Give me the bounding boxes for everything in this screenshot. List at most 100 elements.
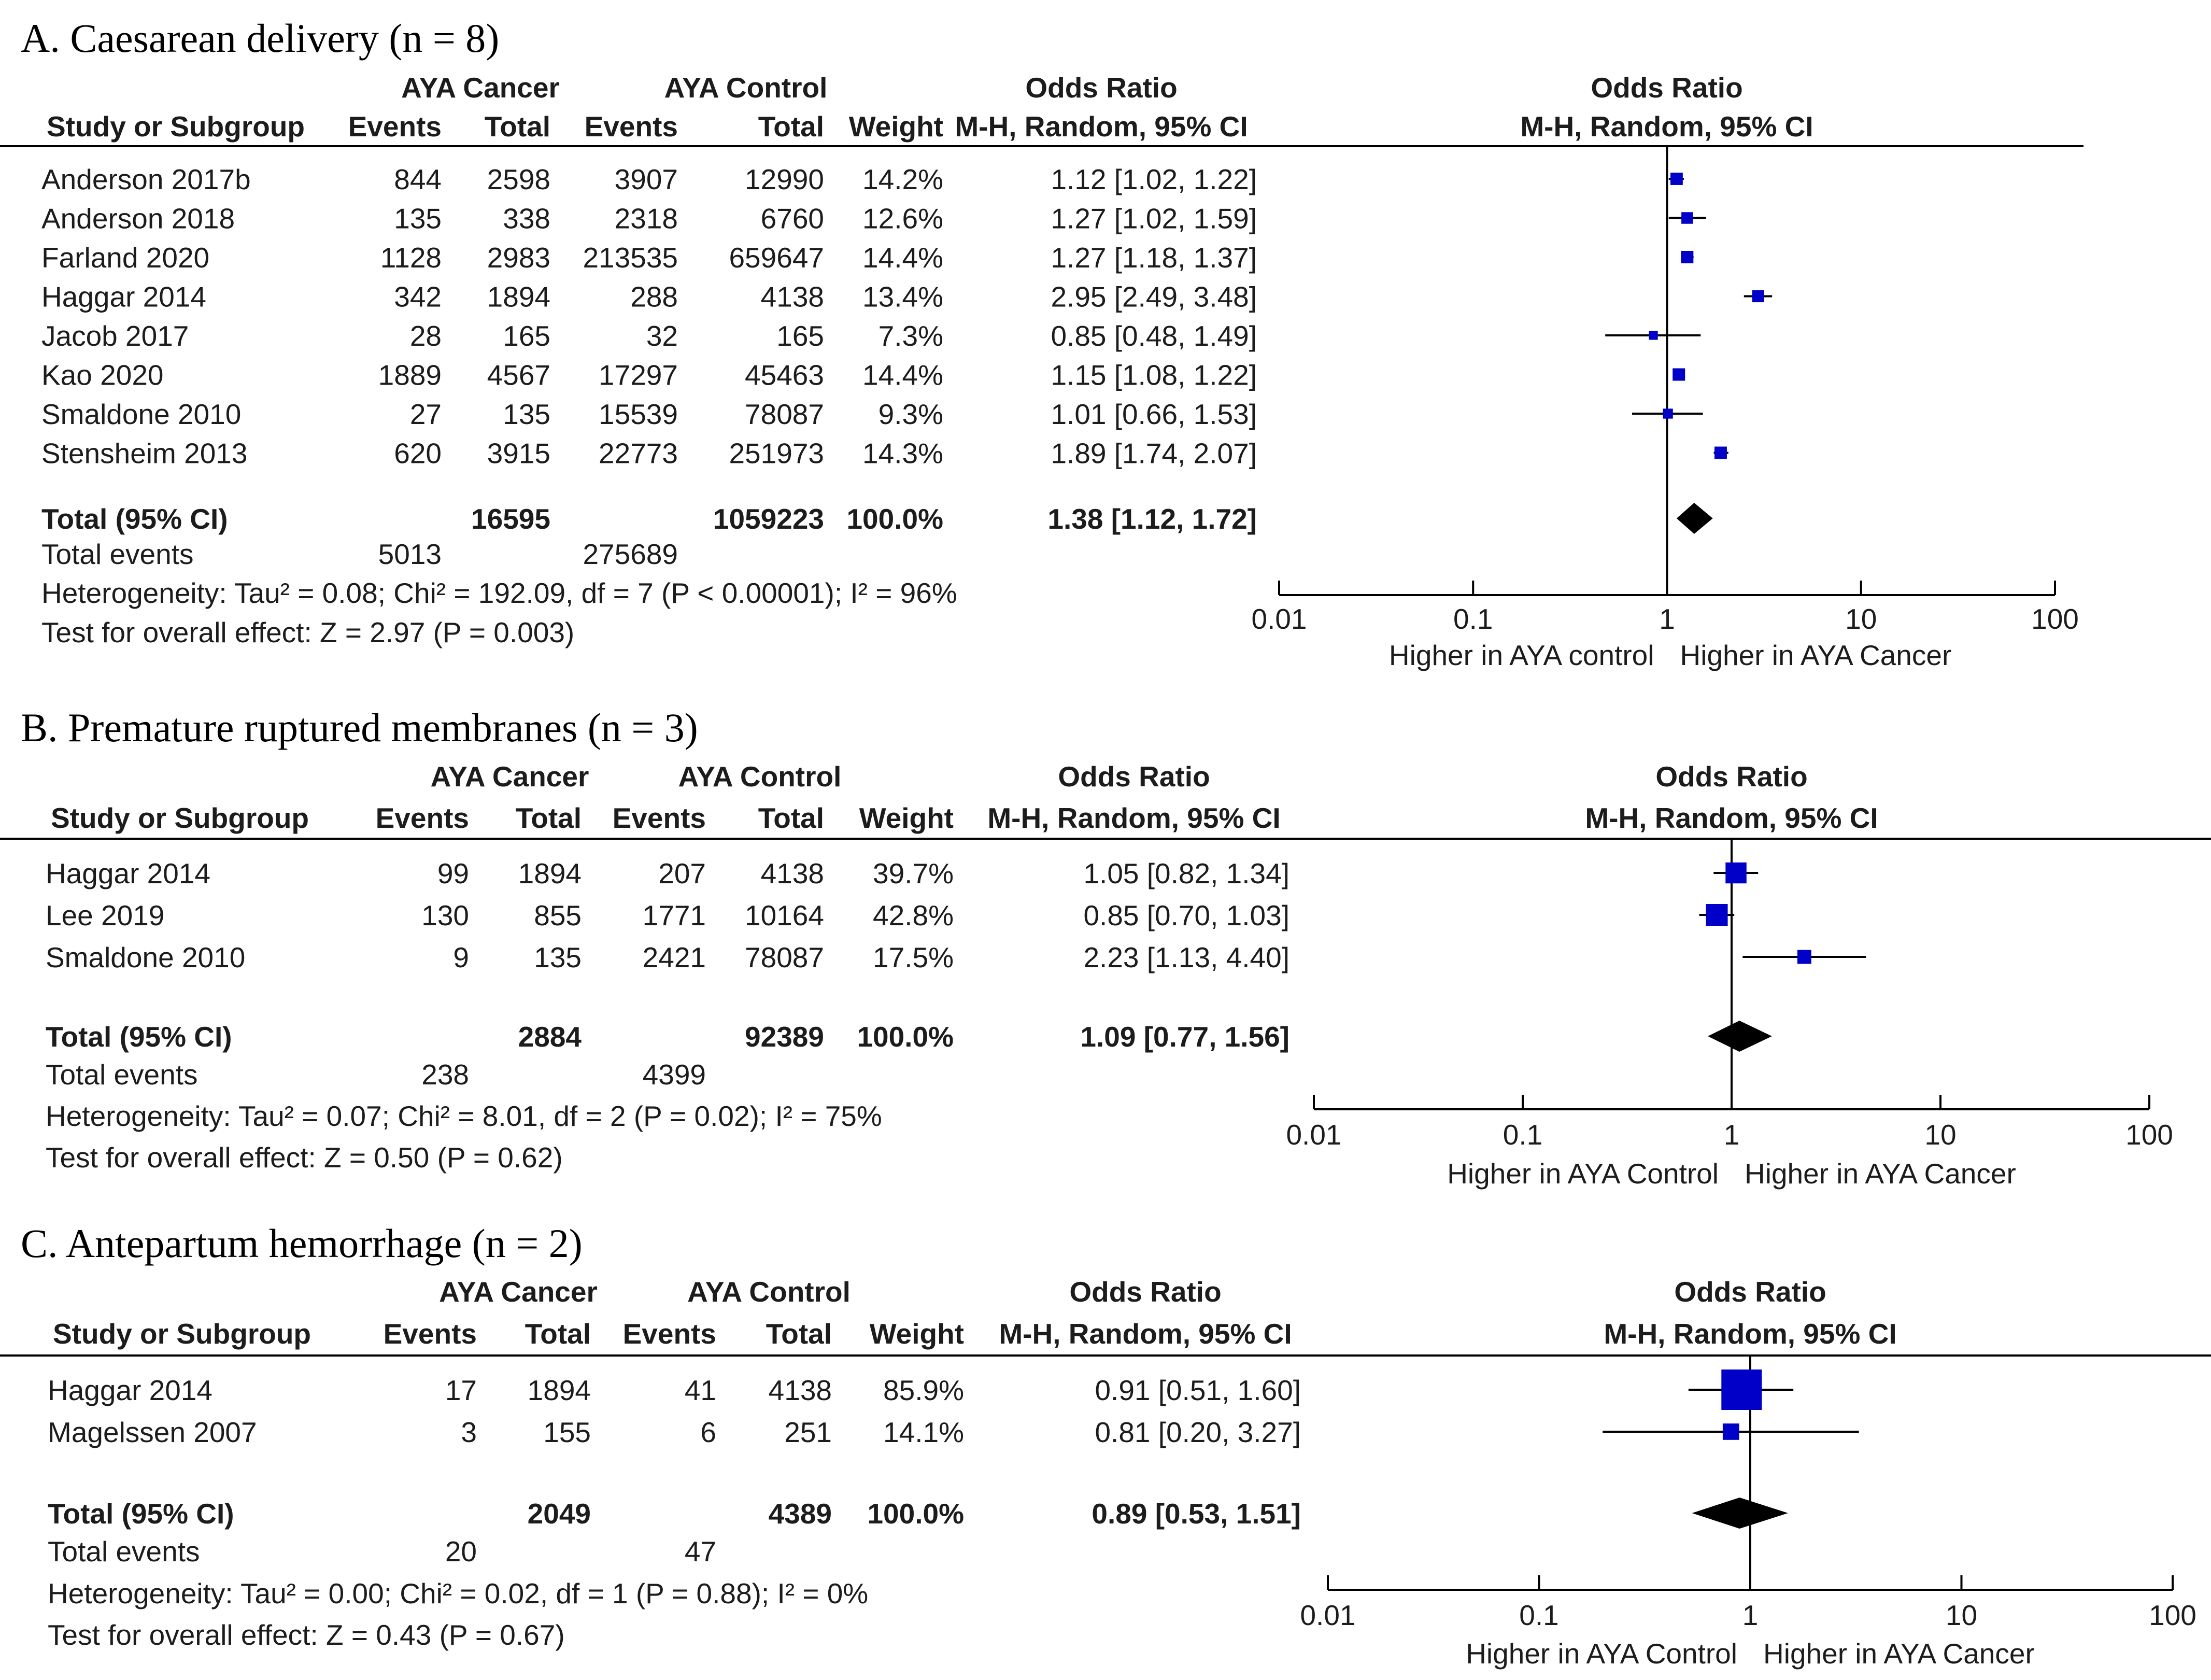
study-events1: 3 <box>461 1416 477 1448</box>
study-name: Lee 2019 <box>46 899 164 931</box>
study-total2: 4138 <box>761 281 824 313</box>
study-events2: 15539 <box>599 398 678 430</box>
study-name: Kao 2020 <box>41 359 164 391</box>
panel-title: C. Antepartum hemorrhage (n = 2) <box>21 1221 583 1266</box>
study-total1: 1894 <box>518 857 582 890</box>
axis-tick-label: 0.01 <box>1251 603 1307 635</box>
axis-tick-label: 0.01 <box>1300 1599 1355 1631</box>
total-total1: 2884 <box>518 1021 582 1053</box>
pooled-estimate-diamond <box>1676 503 1713 534</box>
events1-header: Events <box>348 110 442 143</box>
forest-panel-1: A. Caesarean delivery (n = 8) AYA Cancer A… <box>0 16 2084 671</box>
total-events2: 47 <box>685 1535 716 1568</box>
total-events2: 4399 <box>643 1058 706 1091</box>
study-events1: 17 <box>445 1374 477 1406</box>
point-estimate-marker <box>1722 1423 1739 1440</box>
study-total1: 4567 <box>487 359 550 391</box>
study-events1: 28 <box>410 320 442 352</box>
total-ci-text: 1.38 [1.12, 1.72] <box>1047 503 1257 535</box>
study-column-header: Study or Subgroup <box>47 110 305 143</box>
study-weight: 42.8% <box>873 899 954 931</box>
forest-panel-2: B. Premature ruptured membranes (n = 3) A… <box>0 705 2211 1190</box>
total-ci-text: 0.89 [0.53, 1.51] <box>1092 1498 1301 1530</box>
study-total2: 12990 <box>745 163 824 195</box>
axis-tick-label: 100 <box>2149 1599 2196 1631</box>
weight-header: Weight <box>849 110 943 143</box>
study-ci-text: 1.27 [1.18, 1.37] <box>1051 242 1257 274</box>
study-events2: 3907 <box>615 163 678 195</box>
plot-odds-ratio-header: Odds Ratio <box>1591 72 1742 104</box>
study-events1: 130 <box>421 899 469 931</box>
axis-tick-label: 10 <box>1924 1119 1956 1151</box>
point-estimate-marker <box>1649 331 1658 340</box>
events2-header: Events <box>585 110 678 143</box>
study-total2: 10164 <box>745 899 824 931</box>
study-ci-text: 2.23 [1.13, 4.40] <box>1083 941 1289 973</box>
study-events1: 9 <box>453 941 469 973</box>
axis-tick-label: 100 <box>2125 1119 2173 1151</box>
study-events2: 22773 <box>599 437 678 470</box>
pooled-estimate-diamond <box>1692 1498 1788 1529</box>
axis-tick-label: 0.01 <box>1286 1119 1341 1151</box>
point-estimate-marker <box>1714 446 1727 459</box>
study-name: Stensheim 2013 <box>41 437 248 470</box>
study-events1: 1889 <box>378 359 442 391</box>
total2-header: Total <box>766 1318 832 1350</box>
study-ci-text: 1.89 [1.74, 2.07] <box>1051 437 1257 470</box>
study-name: Anderson 2017b <box>41 163 251 195</box>
study-events2: 2421 <box>643 941 706 973</box>
study-column-header: Study or Subgroup <box>53 1318 311 1350</box>
study-total2: 165 <box>776 320 824 352</box>
study-events2: 17297 <box>599 359 678 391</box>
total-total2: 92389 <box>745 1021 824 1053</box>
point-estimate-marker <box>1706 904 1728 926</box>
panel-title: B. Premature ruptured membranes (n = 3) <box>21 705 698 750</box>
heterogeneity-text: Heterogeneity: Tau² = 0.08; Chi² = 192.0… <box>41 577 957 609</box>
study-events1: 135 <box>394 203 442 235</box>
study-name: Magelssen 2007 <box>48 1416 257 1448</box>
study-name: Farland 2020 <box>41 242 209 274</box>
study-events1: 844 <box>394 163 442 195</box>
point-estimate-marker <box>1681 212 1693 224</box>
favours-left-label: Higher in AYA control <box>1389 639 1654 671</box>
group1-header: AYA Cancer <box>401 72 560 104</box>
weight-header: Weight <box>870 1318 964 1350</box>
study-ci-text: 1.12 [1.02, 1.22] <box>1051 163 1257 195</box>
study-events2: 213535 <box>583 242 678 274</box>
axis-tick-label: 1 <box>1724 1119 1740 1151</box>
events1-header: Events <box>376 802 469 834</box>
point-estimate-marker <box>1663 408 1673 419</box>
total-events1: 238 <box>421 1058 469 1091</box>
total2-header: Total <box>758 802 824 834</box>
point-estimate-marker <box>1681 251 1694 263</box>
total-events2: 275689 <box>583 538 678 570</box>
point-estimate-marker <box>1673 368 1685 381</box>
events1-header: Events <box>384 1318 477 1350</box>
axis-tick-label: 0.1 <box>1453 603 1493 635</box>
study-ci-text: 1.05 [0.82, 1.34] <box>1083 857 1289 890</box>
axis-tick-label: 100 <box>2031 603 2079 635</box>
events2-header: Events <box>613 802 706 834</box>
study-name: Smaldone 2010 <box>41 398 241 430</box>
study-total1: 135 <box>534 941 582 973</box>
study-total2: 4138 <box>769 1374 832 1406</box>
study-weight: 7.3% <box>878 320 943 352</box>
total-total2: 1059223 <box>713 503 824 535</box>
favours-left-label: Higher in AYA Control <box>1447 1157 1719 1190</box>
study-ci-text: 1.01 [0.66, 1.53] <box>1051 398 1257 430</box>
study-ci-text: 0.85 [0.70, 1.03] <box>1083 899 1289 931</box>
study-events2: 207 <box>658 857 706 890</box>
study-weight: 14.4% <box>862 359 943 391</box>
total1-header: Total <box>516 802 582 834</box>
study-weight: 17.5% <box>873 941 954 973</box>
study-ci-text: 0.91 [0.51, 1.60] <box>1095 1374 1301 1406</box>
heterogeneity-text: Heterogeneity: Tau² = 0.07; Chi² = 8.01,… <box>46 1100 882 1132</box>
plot-odds-ratio-header: Odds Ratio <box>1655 760 1807 793</box>
study-column-header: Study or Subgroup <box>51 802 309 834</box>
group1-header: AYA Cancer <box>439 1276 598 1308</box>
study-events2: 1771 <box>643 899 706 931</box>
axis-tick-label: 1 <box>1742 1599 1759 1631</box>
point-estimate-marker <box>1797 950 1811 964</box>
odds-ratio-header: Odds Ratio <box>1069 1276 1221 1308</box>
study-total2: 4138 <box>761 857 824 890</box>
